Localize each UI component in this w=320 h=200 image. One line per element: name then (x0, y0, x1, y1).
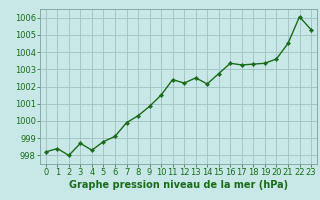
X-axis label: Graphe pression niveau de la mer (hPa): Graphe pression niveau de la mer (hPa) (69, 180, 288, 190)
